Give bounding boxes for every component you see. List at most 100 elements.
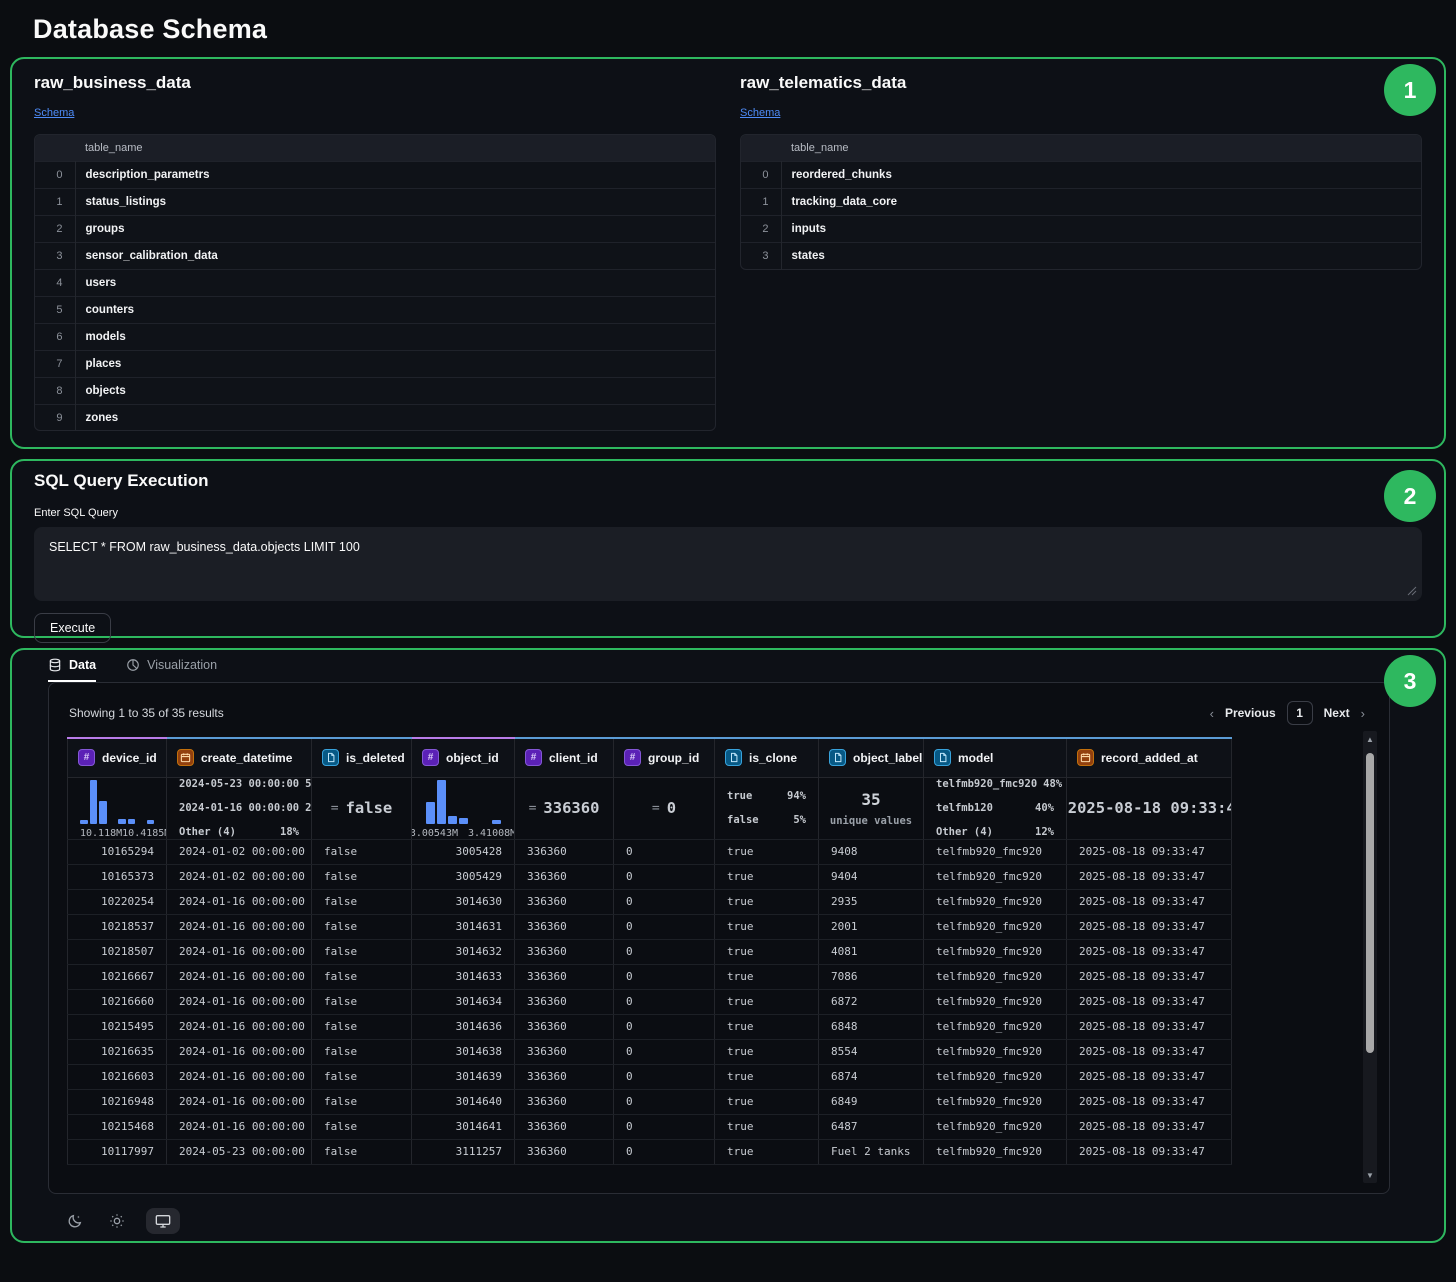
table-name-cell[interactable]: places	[75, 350, 715, 377]
cell-group_id[interactable]: 0	[614, 1064, 715, 1089]
cell-group_id[interactable]: 0	[614, 864, 715, 889]
cell-is_deleted[interactable]: false	[312, 1139, 412, 1164]
cell-model[interactable]: telfmb920_fmc920	[924, 1139, 1067, 1164]
cell-device_id[interactable]: 10216635	[68, 1039, 167, 1064]
cell-object_id[interactable]: 3014633	[412, 964, 515, 989]
cell-object_label[interactable]: 6487	[819, 1114, 924, 1139]
cell-is_deleted[interactable]: false	[312, 1064, 412, 1089]
moon-icon[interactable]	[62, 1208, 88, 1234]
chevron-left-icon[interactable]: ‹	[1210, 706, 1214, 721]
monitor-icon[interactable]	[146, 1208, 180, 1234]
cell-create_datetime[interactable]: 2024-01-16 00:00:00	[167, 1064, 312, 1089]
cell-is_deleted[interactable]: false	[312, 1014, 412, 1039]
cell-client_id[interactable]: 336360	[515, 1114, 614, 1139]
table-name-cell[interactable]: status_listings	[75, 188, 715, 215]
sun-icon[interactable]	[104, 1208, 130, 1234]
cell-is_clone[interactable]: true	[715, 1114, 819, 1139]
cell-object_label[interactable]: 8554	[819, 1039, 924, 1064]
cell-group_id[interactable]: 0	[614, 1139, 715, 1164]
column-header-record_added_at[interactable]: record_added_at	[1067, 738, 1232, 777]
cell-is_clone[interactable]: true	[715, 1139, 819, 1164]
table-name-cell[interactable]: counters	[75, 296, 715, 323]
column-header-device_id[interactable]: #device_id	[68, 738, 167, 777]
cell-create_datetime[interactable]: 2024-01-16 00:00:00	[167, 1089, 312, 1114]
cell-object_label[interactable]: 9404	[819, 864, 924, 889]
cell-is_clone[interactable]: true	[715, 1039, 819, 1064]
cell-client_id[interactable]: 336360	[515, 989, 614, 1014]
cell-object_label[interactable]: 7086	[819, 964, 924, 989]
cell-is_clone[interactable]: true	[715, 1064, 819, 1089]
column-header-group_id[interactable]: #group_id	[614, 738, 715, 777]
cell-device_id[interactable]: 10165373	[68, 864, 167, 889]
cell-record_added_at[interactable]: 2025-08-18 09:33:47	[1067, 989, 1232, 1014]
cell-model[interactable]: telfmb920_fmc920	[924, 864, 1067, 889]
table-name-cell[interactable]: objects	[75, 377, 715, 404]
cell-device_id[interactable]: 10216603	[68, 1064, 167, 1089]
cell-record_added_at[interactable]: 2025-08-18 09:33:47	[1067, 1139, 1232, 1164]
cell-device_id[interactable]: 10215495	[68, 1014, 167, 1039]
cell-is_deleted[interactable]: false	[312, 864, 412, 889]
cell-create_datetime[interactable]: 2024-05-23 00:00:00	[167, 1139, 312, 1164]
cell-client_id[interactable]: 336360	[515, 1139, 614, 1164]
resize-handle-icon[interactable]	[1407, 586, 1417, 596]
cell-client_id[interactable]: 336360	[515, 964, 614, 989]
cell-is_clone[interactable]: true	[715, 964, 819, 989]
next-page-button[interactable]: Next	[1324, 706, 1350, 720]
table-name-cell[interactable]: models	[75, 323, 715, 350]
cell-object_id[interactable]: 3014632	[412, 939, 515, 964]
cell-device_id[interactable]: 10218537	[68, 914, 167, 939]
cell-object_id[interactable]: 3014630	[412, 889, 515, 914]
cell-model[interactable]: telfmb920_fmc920	[924, 1039, 1067, 1064]
schema-link[interactable]: Schema	[740, 107, 780, 119]
cell-object_id[interactable]: 3014634	[412, 989, 515, 1014]
cell-is_clone[interactable]: true	[715, 939, 819, 964]
cell-object_label[interactable]: 2935	[819, 889, 924, 914]
cell-model[interactable]: telfmb920_fmc920	[924, 914, 1067, 939]
cell-is_clone[interactable]: true	[715, 864, 819, 889]
cell-client_id[interactable]: 336360	[515, 1089, 614, 1114]
cell-group_id[interactable]: 0	[614, 989, 715, 1014]
cell-record_added_at[interactable]: 2025-08-18 09:33:47	[1067, 1064, 1232, 1089]
cell-create_datetime[interactable]: 2024-01-02 00:00:00	[167, 839, 312, 864]
cell-device_id[interactable]: 10215468	[68, 1114, 167, 1139]
cell-client_id[interactable]: 336360	[515, 914, 614, 939]
cell-record_added_at[interactable]: 2025-08-18 09:33:47	[1067, 1014, 1232, 1039]
cell-device_id[interactable]: 10220254	[68, 889, 167, 914]
cell-object_id[interactable]: 3014639	[412, 1064, 515, 1089]
cell-object_label[interactable]: 4081	[819, 939, 924, 964]
cell-object_label[interactable]: 6872	[819, 989, 924, 1014]
scroll-up-arrow-icon[interactable]: ▲	[1363, 733, 1377, 745]
cell-client_id[interactable]: 336360	[515, 1039, 614, 1064]
cell-object_label[interactable]: 6848	[819, 1014, 924, 1039]
cell-is_deleted[interactable]: false	[312, 889, 412, 914]
cell-create_datetime[interactable]: 2024-01-16 00:00:00	[167, 939, 312, 964]
sql-query-input[interactable]: SELECT * FROM raw_business_data.objects …	[34, 527, 1422, 601]
cell-device_id[interactable]: 10117997	[68, 1139, 167, 1164]
table-name-cell[interactable]: description_parametrs	[75, 161, 715, 188]
cell-object_id[interactable]: 3014631	[412, 914, 515, 939]
cell-object_label[interactable]: 9408	[819, 839, 924, 864]
cell-create_datetime[interactable]: 2024-01-02 00:00:00	[167, 864, 312, 889]
cell-client_id[interactable]: 336360	[515, 1064, 614, 1089]
cell-object_label[interactable]: Fuel 2 tanks	[819, 1139, 924, 1164]
previous-page-button[interactable]: Previous	[1225, 706, 1276, 720]
column-header-is_clone[interactable]: is_clone	[715, 738, 819, 777]
cell-model[interactable]: telfmb920_fmc920	[924, 939, 1067, 964]
cell-record_added_at[interactable]: 2025-08-18 09:33:47	[1067, 839, 1232, 864]
cell-create_datetime[interactable]: 2024-01-16 00:00:00	[167, 989, 312, 1014]
cell-model[interactable]: telfmb920_fmc920	[924, 1064, 1067, 1089]
cell-client_id[interactable]: 336360	[515, 1014, 614, 1039]
cell-client_id[interactable]: 336360	[515, 939, 614, 964]
cell-model[interactable]: telfmb920_fmc920	[924, 839, 1067, 864]
cell-device_id[interactable]: 10218507	[68, 939, 167, 964]
execute-button[interactable]: Execute	[34, 613, 111, 643]
cell-record_added_at[interactable]: 2025-08-18 09:33:47	[1067, 1039, 1232, 1064]
cell-client_id[interactable]: 336360	[515, 889, 614, 914]
cell-create_datetime[interactable]: 2024-01-16 00:00:00	[167, 889, 312, 914]
cell-group_id[interactable]: 0	[614, 839, 715, 864]
cell-model[interactable]: telfmb920_fmc920	[924, 889, 1067, 914]
cell-model[interactable]: telfmb920_fmc920	[924, 1014, 1067, 1039]
scroll-down-arrow-icon[interactable]: ▼	[1363, 1169, 1377, 1181]
column-header-model[interactable]: model	[924, 738, 1067, 777]
cell-record_added_at[interactable]: 2025-08-18 09:33:47	[1067, 964, 1232, 989]
